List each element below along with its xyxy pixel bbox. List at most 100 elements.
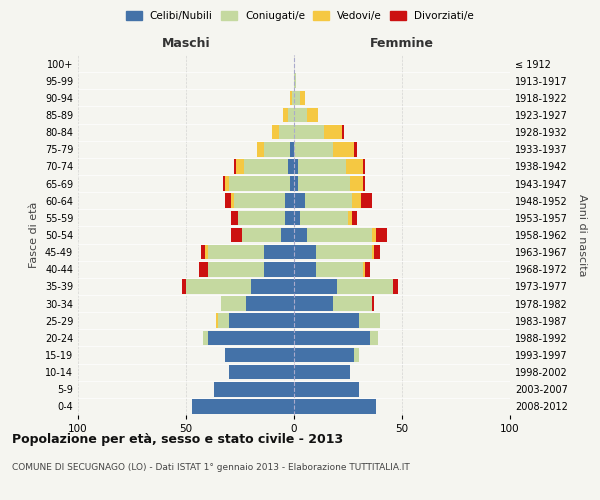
Bar	[221, 296, 247, 311]
Bar	[208, 245, 264, 260]
Bar	[257, 142, 264, 156]
Bar	[316, 262, 363, 276]
Bar	[238, 210, 286, 225]
Bar	[294, 365, 350, 380]
Bar	[294, 228, 307, 242]
Bar	[214, 382, 294, 396]
Bar	[372, 296, 374, 311]
Bar	[346, 159, 363, 174]
Bar	[394, 279, 398, 293]
Bar	[294, 399, 376, 413]
Bar	[205, 245, 208, 260]
Bar	[286, 210, 294, 225]
Bar	[236, 159, 244, 174]
Bar	[233, 194, 286, 208]
Bar	[372, 228, 376, 242]
Bar	[232, 194, 233, 208]
Bar	[352, 194, 361, 208]
Bar	[247, 296, 294, 311]
Bar	[294, 176, 298, 191]
Bar	[355, 348, 359, 362]
Bar	[324, 125, 341, 140]
Bar	[359, 314, 380, 328]
Bar	[298, 159, 346, 174]
Bar	[294, 142, 333, 156]
Text: Popolazione per età, sesso e stato civile - 2013: Popolazione per età, sesso e stato civil…	[12, 432, 343, 446]
Bar	[361, 194, 372, 208]
Bar	[225, 348, 294, 362]
Bar	[301, 210, 348, 225]
Bar	[301, 90, 305, 105]
Bar	[307, 108, 318, 122]
Bar	[182, 279, 186, 293]
Bar	[281, 228, 294, 242]
Bar	[298, 176, 350, 191]
Bar	[294, 245, 316, 260]
Bar	[286, 194, 294, 208]
Bar	[341, 125, 344, 140]
Bar	[363, 176, 365, 191]
Bar	[294, 74, 296, 88]
Bar	[294, 262, 316, 276]
Bar	[294, 108, 307, 122]
Bar	[294, 125, 324, 140]
Text: Femmine: Femmine	[370, 37, 434, 50]
Bar	[305, 194, 352, 208]
Bar	[199, 262, 208, 276]
Bar	[193, 399, 294, 413]
Bar	[264, 262, 294, 276]
Bar	[372, 245, 374, 260]
Bar	[294, 382, 359, 396]
Bar	[290, 176, 294, 191]
Bar	[365, 262, 370, 276]
Text: Maschi: Maschi	[161, 37, 211, 50]
Bar	[337, 279, 394, 293]
Bar	[294, 296, 333, 311]
Bar	[374, 245, 380, 260]
Bar	[229, 314, 294, 328]
Bar	[229, 176, 290, 191]
Y-axis label: Fasce di età: Fasce di età	[29, 202, 39, 268]
Bar	[294, 279, 337, 293]
Bar	[355, 142, 356, 156]
Bar	[287, 159, 294, 174]
Bar	[294, 348, 355, 362]
Bar	[203, 330, 208, 345]
Bar	[218, 314, 229, 328]
Bar	[186, 279, 251, 293]
Bar	[208, 330, 294, 345]
Bar	[333, 142, 355, 156]
Bar	[290, 90, 292, 105]
Bar	[232, 210, 238, 225]
Bar	[294, 90, 301, 105]
Bar	[264, 142, 290, 156]
Bar	[294, 159, 298, 174]
Bar	[294, 330, 370, 345]
Bar	[294, 194, 305, 208]
Bar	[307, 228, 372, 242]
Bar	[232, 228, 242, 242]
Bar	[292, 90, 294, 105]
Bar	[363, 262, 365, 276]
Y-axis label: Anni di nascita: Anni di nascita	[577, 194, 587, 276]
Bar	[251, 279, 294, 293]
Bar	[225, 176, 229, 191]
Bar	[350, 176, 363, 191]
Bar	[352, 210, 356, 225]
Bar	[294, 314, 359, 328]
Bar	[223, 176, 225, 191]
Bar	[363, 159, 365, 174]
Bar	[216, 314, 218, 328]
Bar	[242, 228, 281, 242]
Bar	[333, 296, 372, 311]
Bar	[290, 142, 294, 156]
Bar	[272, 125, 279, 140]
Bar	[229, 365, 294, 380]
Bar	[316, 245, 372, 260]
Bar	[376, 228, 387, 242]
Bar	[244, 159, 287, 174]
Bar	[208, 262, 264, 276]
Bar	[294, 210, 301, 225]
Bar	[279, 125, 294, 140]
Bar	[348, 210, 352, 225]
